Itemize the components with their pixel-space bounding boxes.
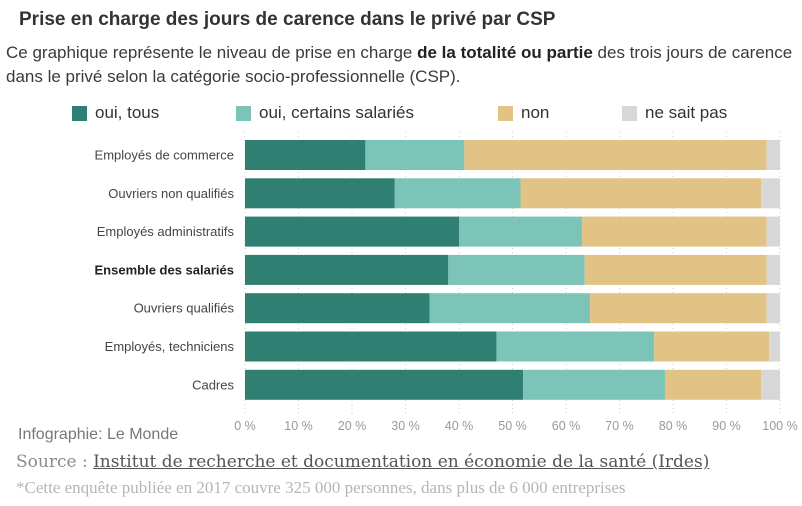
category-label: Employés, techniciens <box>105 339 235 354</box>
bar-segment-4 <box>766 293 780 324</box>
bar-segment-1 <box>245 293 430 324</box>
legend-label-oui-certains: oui, certains salariés <box>259 103 414 122</box>
legend-swatch-non <box>498 105 513 121</box>
subtitle-bold-text: de la totalité ou partie <box>417 43 593 62</box>
bar-segment-4 <box>766 254 780 285</box>
bar-segment-2 <box>365 140 465 170</box>
bar-segment-3 <box>520 178 762 209</box>
bar-segment-3 <box>582 216 767 247</box>
bar-segment-3 <box>654 331 770 362</box>
subtitle-text-start: Ce graphique représente le niveau de pri… <box>6 43 418 62</box>
bar-segment-1 <box>245 140 366 170</box>
bar-segment-2 <box>429 293 591 324</box>
bar-segment-1 <box>245 331 497 362</box>
x-tick-label: 80 % <box>659 419 688 433</box>
x-tick-label: 90 % <box>712 419 741 433</box>
source-link[interactable]: Institut de recherche et documentation e… <box>93 452 710 472</box>
bar-segment-1 <box>245 178 395 209</box>
x-tick-label: 60 % <box>552 419 581 433</box>
legend-item-non: non <box>498 102 549 124</box>
bar-segment-3 <box>584 254 767 285</box>
bar-segment-1 <box>245 254 449 285</box>
x-tick-label: 50 % <box>498 419 527 433</box>
bar-segment-1 <box>245 216 459 247</box>
legend-item-oui-tous: oui, tous <box>72 102 159 124</box>
bar-segment-2 <box>496 331 655 362</box>
legend-label-non: non <box>521 103 550 122</box>
legend-label-ne-sait-pas: ne sait pas <box>645 103 728 122</box>
bar-segment-2 <box>394 178 521 209</box>
legend-swatch-oui-tous <box>72 105 87 121</box>
bar-segment-4 <box>769 331 780 362</box>
chart-subtitle: Ce graphique représente le niveau de pri… <box>6 41 802 89</box>
infographic-credit: Infographie: Le Monde <box>18 426 179 443</box>
x-tick-label: 20 % <box>338 419 367 433</box>
bar-segment-2 <box>448 254 585 285</box>
bar-segment-3 <box>590 293 767 324</box>
x-tick-label: 100 % <box>762 419 797 433</box>
x-tick-label: 70 % <box>605 419 634 433</box>
source-prefix: Source : <box>16 452 94 472</box>
bar-segment-4 <box>766 216 780 247</box>
category-label: Ouvriers non qualifiés <box>108 186 234 201</box>
x-tick-label: 40 % <box>445 419 474 433</box>
category-label: Cadres <box>192 377 234 392</box>
category-label: Employés administratifs <box>97 224 235 239</box>
bar-segment-4 <box>761 369 780 400</box>
bar-segment-2 <box>523 369 665 400</box>
subtitle-text-end: des trois jours de carence dans le privé… <box>6 43 793 86</box>
chart-legend: oui, tous oui, certains salariés non ne … <box>72 102 802 124</box>
legend-swatch-ne-sait-pas <box>622 105 637 121</box>
legend-item-oui-certains: oui, certains salariés <box>236 102 414 124</box>
bar-segment-4 <box>766 140 780 170</box>
chart-title: Prise en charge des jours de carence dan… <box>19 9 556 30</box>
bar-segment-3 <box>664 369 762 400</box>
bar-segment-1 <box>245 369 524 400</box>
survey-note: *Cette enquête publiée en 2017 couvre 32… <box>16 478 626 497</box>
category-label: Ensemble des salariés <box>95 262 234 277</box>
x-tick-label: 0 % <box>234 419 256 433</box>
source-line: Source : Institut de recherche et docume… <box>16 452 709 472</box>
category-label: Employés de commerce <box>95 148 234 163</box>
x-tick-label: 10 % <box>284 419 313 433</box>
legend-label-oui-tous: oui, tous <box>95 103 160 122</box>
legend-item-ne-sait-pas: ne sait pas <box>622 102 727 124</box>
bar-segment-2 <box>459 216 583 247</box>
stacked-bar-chart: Employés de commerce Ouvriers non qualifi… <box>95 132 798 433</box>
bar-segment-4 <box>761 178 780 209</box>
legend-swatch-oui-certains <box>236 105 251 121</box>
category-label: Ouvriers qualifiés <box>134 301 235 316</box>
x-tick-label: 30 % <box>391 419 420 433</box>
bar-segment-3 <box>464 140 767 170</box>
